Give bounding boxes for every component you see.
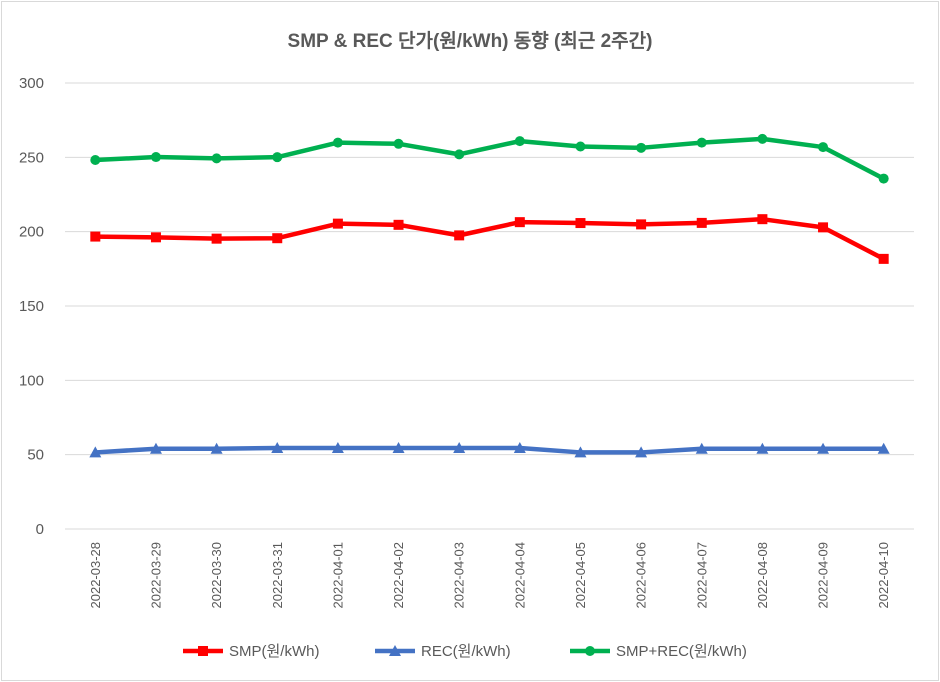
data-point bbox=[635, 446, 648, 458]
data-point bbox=[514, 217, 525, 228]
data-point bbox=[90, 155, 101, 166]
gridlines bbox=[65, 82, 914, 530]
data-point bbox=[332, 218, 343, 229]
data-point bbox=[271, 441, 284, 453]
legend: SMP(원/kWh) REC(원/kWh) SMP+REC(원/kWh) bbox=[183, 643, 747, 660]
data-point bbox=[818, 222, 829, 233]
data-point bbox=[272, 152, 283, 163]
data-point bbox=[211, 233, 222, 244]
x-tick-label: 2022-04-10 bbox=[876, 542, 891, 609]
y-tick-label: 100 bbox=[19, 372, 44, 389]
data-point bbox=[210, 442, 223, 454]
y-tick-label: 50 bbox=[27, 447, 44, 464]
legend-label: REC(원/kWh) bbox=[421, 643, 511, 660]
y-axis-ticks: 0 50 100 150 200 250 300 bbox=[19, 75, 44, 538]
data-point bbox=[696, 217, 707, 228]
legend-marker bbox=[585, 646, 595, 656]
data-point bbox=[575, 218, 586, 229]
y-tick-label: 300 bbox=[19, 75, 44, 92]
legend-marker bbox=[198, 646, 208, 656]
data-point bbox=[757, 133, 768, 144]
data-point bbox=[332, 137, 343, 148]
data-point bbox=[756, 442, 769, 454]
x-tick-label: 2022-04-04 bbox=[512, 542, 527, 609]
data-point bbox=[211, 153, 222, 164]
legend-item: SMP(원/kWh) bbox=[183, 643, 319, 660]
data-point bbox=[513, 441, 526, 453]
legend-item: SMP+REC(원/kWh) bbox=[570, 643, 747, 660]
data-point bbox=[90, 231, 101, 242]
x-tick-label: 2022-04-09 bbox=[816, 542, 831, 609]
series-0 bbox=[90, 214, 889, 264]
data-point bbox=[150, 152, 161, 163]
data-point bbox=[878, 253, 889, 264]
data-point bbox=[574, 446, 587, 458]
data-point bbox=[636, 142, 647, 153]
data-point bbox=[453, 441, 466, 453]
data-point bbox=[149, 442, 162, 454]
data-point bbox=[393, 138, 404, 149]
data-point bbox=[272, 233, 283, 244]
legend-item: REC(원/kWh) bbox=[375, 643, 511, 660]
x-tick-label: 2022-04-07 bbox=[694, 542, 709, 609]
x-tick-label: 2022-04-03 bbox=[452, 542, 467, 609]
y-tick-label: 200 bbox=[19, 224, 44, 241]
series-line bbox=[93, 445, 886, 455]
x-tick-label: 2022-04-08 bbox=[755, 542, 770, 609]
x-tick-label: 2022-03-30 bbox=[209, 542, 224, 609]
data-point bbox=[877, 442, 890, 454]
series-line bbox=[93, 216, 886, 262]
data-point bbox=[331, 441, 344, 453]
data-point bbox=[454, 149, 465, 160]
y-tick-label: 150 bbox=[19, 298, 44, 315]
data-point bbox=[89, 446, 102, 458]
x-tick-label: 2022-03-31 bbox=[270, 542, 285, 609]
data-point bbox=[818, 142, 829, 153]
x-axis-ticks: 2022-03-28 2022-03-29 2022-03-30 2022-03-31… bbox=[88, 542, 891, 609]
x-tick-label: 2022-04-01 bbox=[330, 542, 345, 609]
x-tick-label: 2022-03-28 bbox=[88, 542, 103, 609]
data-point bbox=[636, 219, 647, 230]
data-point bbox=[695, 442, 708, 454]
legend-marker bbox=[389, 645, 401, 656]
data-point bbox=[392, 441, 405, 453]
chart-title: SMP & REC 단가(원/kWh) 동향 (최근 2주간) bbox=[288, 30, 653, 52]
data-point bbox=[817, 442, 830, 454]
x-tick-label: 2022-04-05 bbox=[573, 542, 588, 609]
data-point bbox=[393, 219, 404, 230]
legend-label: SMP+REC(원/kWh) bbox=[616, 643, 747, 660]
series-line bbox=[93, 136, 886, 181]
data-point bbox=[575, 141, 586, 152]
x-tick-label: 2022-04-02 bbox=[391, 542, 406, 609]
y-tick-label: 0 bbox=[36, 521, 44, 538]
data-point bbox=[150, 232, 161, 243]
data-point bbox=[757, 214, 768, 225]
data-point bbox=[514, 136, 525, 147]
x-tick-label: 2022-03-29 bbox=[148, 542, 163, 609]
data-point bbox=[878, 173, 889, 184]
data-point bbox=[454, 230, 465, 241]
series-2 bbox=[90, 133, 889, 184]
series-1 bbox=[89, 441, 890, 458]
series-layer bbox=[89, 133, 890, 458]
x-tick-label: 2022-04-06 bbox=[634, 542, 649, 609]
data-point bbox=[696, 137, 707, 148]
y-tick-label: 250 bbox=[19, 149, 44, 166]
legend-label: SMP(원/kWh) bbox=[229, 643, 319, 660]
